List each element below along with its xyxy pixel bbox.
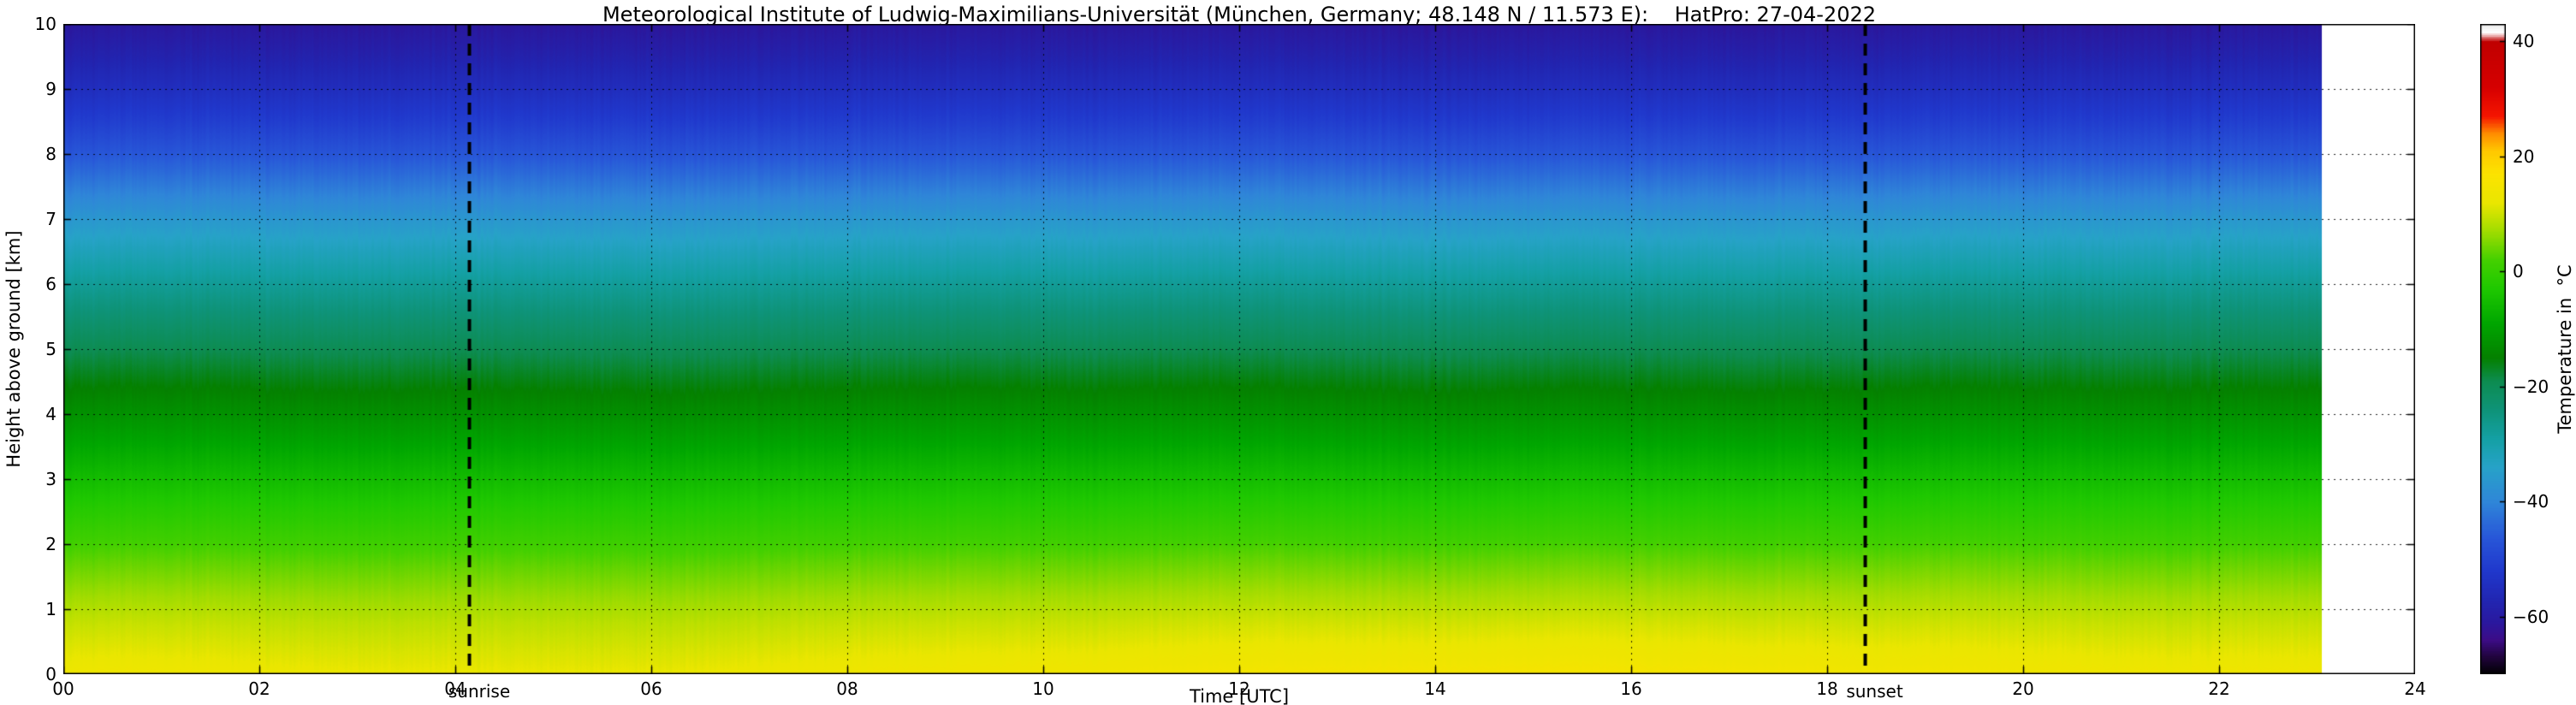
x-tick-label: 18 xyxy=(1816,678,1838,699)
y-tick-label: 4 xyxy=(45,404,56,424)
y-tick-label: 9 xyxy=(45,79,56,99)
y-tick-label: 0 xyxy=(45,664,56,684)
y-tick-label: 3 xyxy=(45,469,56,489)
y-tick-label: 5 xyxy=(45,339,56,359)
x-tick-label: 20 xyxy=(2012,678,2034,699)
x-tick-label: 12 xyxy=(1228,678,1250,699)
temperature-heatmap xyxy=(63,24,2415,674)
y-tick-label: 1 xyxy=(45,599,56,619)
x-tick-label: 06 xyxy=(640,678,662,699)
y-tick-label: 6 xyxy=(45,274,56,294)
y-tick-label: 8 xyxy=(45,144,56,164)
colorbar-tick-label: −40 xyxy=(2513,491,2549,512)
sunset-label: sunset xyxy=(1846,681,1903,702)
y-tick-label: 10 xyxy=(34,14,56,34)
colorbar-label: Temperature in °C xyxy=(2555,264,2575,434)
plot-title: Meteorological Institute of Ludwig-Maxim… xyxy=(602,3,1877,27)
colorbar-tick-label: 40 xyxy=(2513,31,2535,52)
x-tick-label: 16 xyxy=(1620,678,1642,699)
colorbar-tick-label: 20 xyxy=(2513,145,2535,167)
y-tick-label: 7 xyxy=(45,209,56,229)
x-tick-label: 04 xyxy=(444,678,466,699)
y-tick-label: 2 xyxy=(45,534,56,554)
colorbar-tick-label: −60 xyxy=(2513,606,2549,627)
colorbar-tick-label: 0 xyxy=(2513,261,2524,282)
x-tick-label: 14 xyxy=(1424,678,1446,699)
colorbar xyxy=(2480,24,2506,674)
colorbar-tick-label: −20 xyxy=(2513,376,2549,397)
x-tick-label: 02 xyxy=(248,678,270,699)
x-tick-label: 00 xyxy=(52,678,74,699)
sunrise-label: sunrise xyxy=(448,681,511,702)
x-tick-label: 10 xyxy=(1032,678,1054,699)
x-tick-label: 24 xyxy=(2404,678,2426,699)
x-axis-label: Time [UTC] xyxy=(1189,686,1290,705)
x-tick-label: 08 xyxy=(836,678,858,699)
x-tick-label: 22 xyxy=(2208,678,2230,699)
